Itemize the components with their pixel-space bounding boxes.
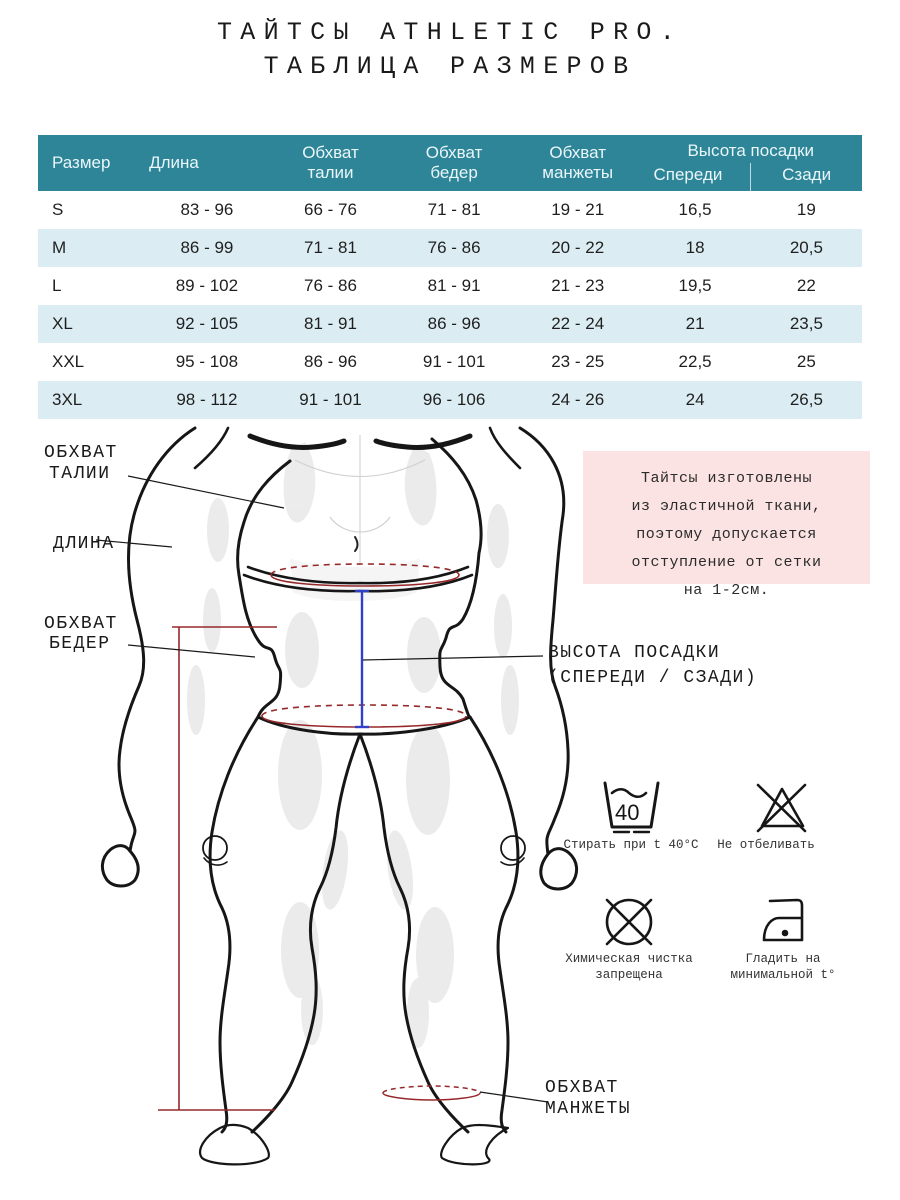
svg-text:ДЛИНА: ДЛИНА: [53, 534, 115, 554]
svg-text:Не отбеливать: Не отбеливать: [717, 838, 815, 852]
svg-text:ВЫСОТА ПОСАДКИ: ВЫСОТА ПОСАДКИ: [548, 643, 720, 663]
svg-text:ОБХВАТ: ОБХВАТ: [44, 443, 118, 463]
svg-text:МАНЖЕТЫ: МАНЖЕТЫ: [545, 1099, 631, 1119]
svg-text:40: 40: [615, 800, 639, 825]
svg-text:Гладить на: Гладить на: [745, 952, 821, 966]
svg-text:(СПЕРЕДИ / СЗАДИ): (СПЕРЕДИ / СЗАДИ): [548, 668, 757, 688]
svg-text:минимальной t°: минимальной t°: [730, 968, 835, 982]
svg-text:ОБХВАТ: ОБХВАТ: [44, 614, 118, 634]
svg-text:БЕДЕР: БЕДЕР: [49, 634, 111, 654]
svg-text:Стирать при t 40°C: Стирать при t 40°C: [563, 838, 698, 852]
svg-text:ОБХВАТ: ОБХВАТ: [545, 1078, 619, 1098]
svg-text:ТАЛИИ: ТАЛИИ: [49, 464, 111, 484]
svg-text:запрещена: запрещена: [595, 968, 663, 982]
svg-text:Химическая чистка: Химическая чистка: [565, 952, 693, 966]
